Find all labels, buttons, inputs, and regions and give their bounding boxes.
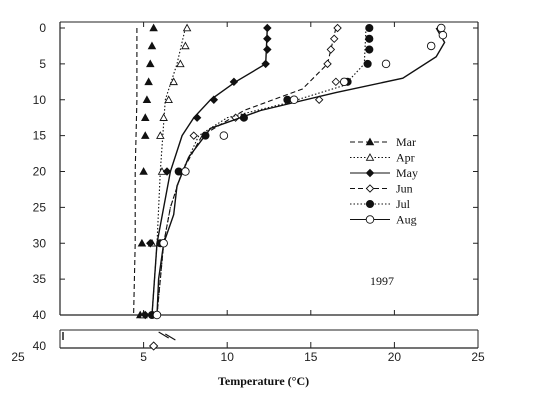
data-point-mar [142,95,152,104]
data-point-mar [141,113,150,121]
data-point-mar [147,41,157,50]
series-mar [133,23,158,319]
series-layer [133,23,448,320]
y-tick-label: 30 [33,236,47,250]
legend-label-mar: Mar [396,135,416,149]
lower-axis-panel: 25 5 10 15 20 25 40 [11,329,485,364]
data-point-apr [169,77,178,86]
data-point-may [263,45,272,54]
x-tick-label: 25 [471,350,485,364]
legend-label-may: May [396,166,418,180]
data-point-aug [426,41,436,51]
data-point-aug [289,95,299,104]
y-tick-label: 15 [33,129,47,143]
data-point-may [209,95,219,104]
y-tick-label: 0 [39,21,46,35]
year-annotation: 1997 [370,274,394,288]
legend-marker-jul [365,199,375,209]
data-point-may [141,310,150,320]
data-point-mar [141,131,150,139]
lower-panel-marker [148,341,159,351]
data-point-aug [381,59,391,69]
data-point-aug [436,23,446,33]
series-line-mar [133,28,138,316]
y-tick-label: 25 [33,200,47,214]
legend-marker-jun [365,184,375,193]
data-point-jul [365,34,374,43]
data-point-may [229,77,239,87]
legend-marker-aug [365,215,375,224]
data-point-jun [323,59,332,69]
legend-marker-may [365,168,375,178]
data-point-aug [152,310,162,320]
series-jul [147,23,374,320]
data-point-aug [438,30,448,40]
data-point-jun [329,34,339,43]
x-tick-label: 20 [388,350,402,364]
data-point-mar [139,167,148,175]
legend-marker-mar [365,137,375,146]
data-point-may [162,167,172,176]
data-point-jun [333,23,342,33]
legend-label-apr: Apr [396,151,415,165]
data-point-apr [176,59,185,68]
data-point-apr [181,41,190,50]
data-point-aug [219,131,229,140]
data-point-aug [339,77,349,87]
data-point-jul [365,45,374,54]
data-point-may [261,59,270,69]
main-plot-panel: 0 5 10 15 20 25 30 35 40 [33,21,479,322]
data-point-jul [365,23,374,33]
axis-break-mark [158,331,169,339]
data-point-may [146,239,155,248]
series-may [141,23,272,320]
x-tick-label: 5 [140,350,147,364]
y-tick-label: 5 [39,57,46,71]
data-point-jun [326,45,336,54]
data-point-jun [331,77,341,87]
y-tick-label: 10 [33,93,47,107]
legend-marker-apr [365,153,375,161]
data-point-apr [159,113,168,121]
data-point-may [263,34,272,43]
data-point-apr [182,23,192,32]
y-tick-label: 20 [33,165,47,179]
x-axis-title: Temperature (°C) [218,374,309,388]
lower-y-tick-label: 40 [33,339,47,353]
data-point-jun [189,131,198,140]
x-tick-label: 25 [11,350,25,364]
data-point-may [263,23,272,33]
y-tick-label: 40 [33,308,47,322]
data-point-jul [363,59,372,68]
data-point-aug [159,238,168,248]
data-point-aug [181,167,190,176]
series-aug [152,23,448,320]
series-line-jul [156,27,367,316]
axis-break-mark [165,333,176,341]
series-line-jun [156,27,337,316]
legend-label-jun: Jun [396,182,413,196]
data-point-apr [164,95,173,104]
x-tick-label: 10 [221,350,235,364]
data-point-mar [137,238,147,247]
data-point-jun [314,95,324,104]
data-point-mar [144,77,153,86]
data-point-mar [146,59,155,68]
x-tick-label: 15 [304,350,318,364]
data-point-mar [149,23,158,32]
data-point-apr [156,131,165,139]
data-point-may [192,113,202,122]
legend-label-aug: Aug [396,213,417,227]
y-tick-label: 35 [33,272,47,286]
legend-label-jul: Jul [396,197,411,211]
series-line-may [151,27,268,316]
